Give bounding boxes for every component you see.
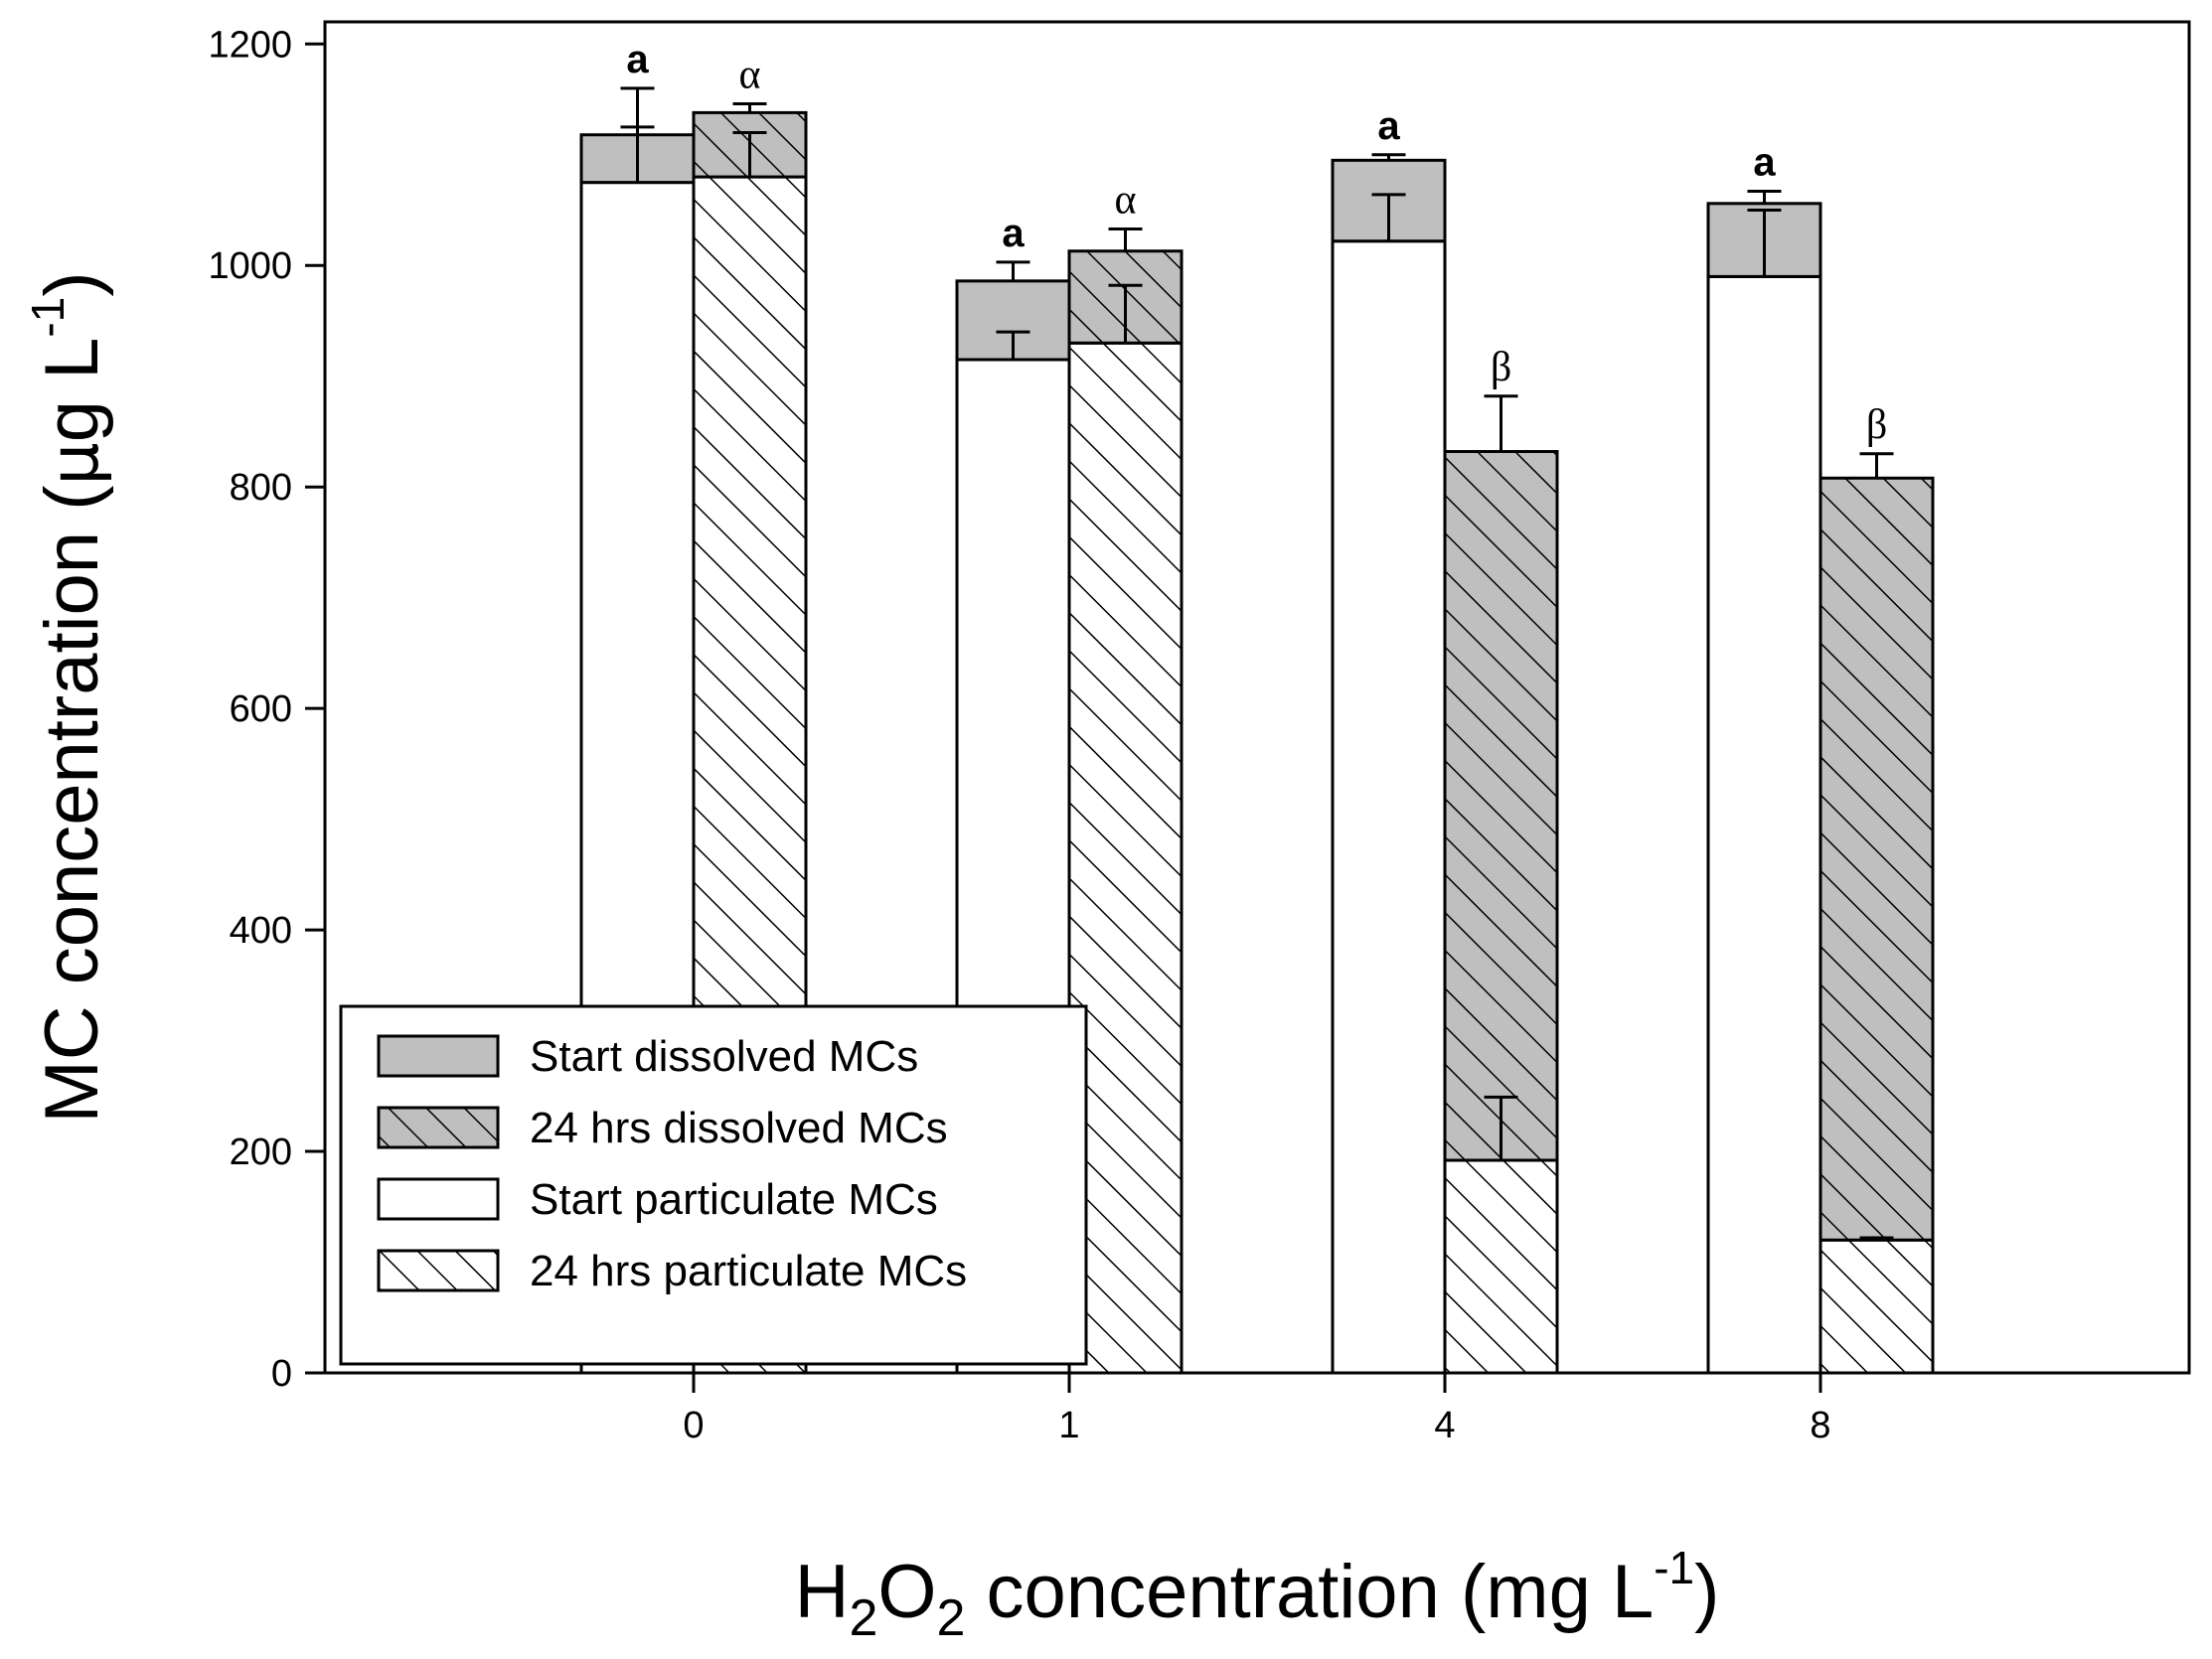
significance-label-24h: β xyxy=(1866,402,1887,448)
y-tick-label: 200 xyxy=(230,1131,292,1173)
y-tick-label: 1200 xyxy=(208,24,292,66)
significance-label-start: a xyxy=(626,38,649,81)
y-tick-label: 0 xyxy=(271,1353,292,1395)
error-bars-group xyxy=(620,86,1894,1241)
y-tick-label: 800 xyxy=(230,467,292,509)
x-tick-label: 0 xyxy=(683,1405,704,1446)
x-tick-label: 1 xyxy=(1058,1405,1079,1446)
x-axis: 0 1 4 8 xyxy=(683,1373,1831,1446)
x-axis-title: H2O2 concentration (mg L-1) xyxy=(795,1542,1720,1647)
legend-label: Start particulate MCs xyxy=(530,1175,938,1224)
legend-label: Start dissolved MCs xyxy=(530,1032,918,1081)
y-axis: 0 200 400 600 800 1000 1200 xyxy=(208,24,325,1395)
legend-label: 24 hrs particulate MCs xyxy=(530,1247,967,1295)
significance-label-start: a xyxy=(1377,104,1400,148)
plot-frame xyxy=(323,20,2191,1375)
x-tick-label: 8 xyxy=(1810,1405,1830,1446)
y-tick-label: 1000 xyxy=(208,245,292,287)
significance-label-24h: α xyxy=(1114,177,1136,223)
legend-swatch xyxy=(377,1106,500,1149)
x-tick-label: 4 xyxy=(1434,1405,1455,1446)
y-tick-label: 400 xyxy=(230,910,292,952)
legend: Start dissolved MCs 24 hrs dissolved MCs S… xyxy=(339,1004,1088,1366)
y-axis-title: MC concentration (μg L-1) xyxy=(22,271,114,1123)
bar-24h-particulate xyxy=(1443,1158,1559,1375)
significance-label-start: a xyxy=(1753,141,1776,185)
significance-label-24h: α xyxy=(738,52,760,97)
bar-start-particulate xyxy=(1706,274,1822,1375)
y-tick-label: 600 xyxy=(230,688,292,730)
significance-labels-group: a α a α a β a β xyxy=(626,38,1887,448)
bar-start-particulate xyxy=(1331,239,1447,1375)
significance-label-start: a xyxy=(1002,212,1025,255)
bar-24h-dissolved xyxy=(1818,476,1935,1242)
significance-label-24h: β xyxy=(1491,345,1511,390)
bar-24h-dissolved xyxy=(1443,450,1559,1162)
legend-label: 24 hrs dissolved MCs xyxy=(530,1104,948,1152)
legend-swatch xyxy=(377,1034,500,1078)
legend-swatch xyxy=(377,1177,500,1221)
bar-24h-particulate xyxy=(1818,1238,1935,1375)
legend-swatch xyxy=(377,1249,500,1292)
